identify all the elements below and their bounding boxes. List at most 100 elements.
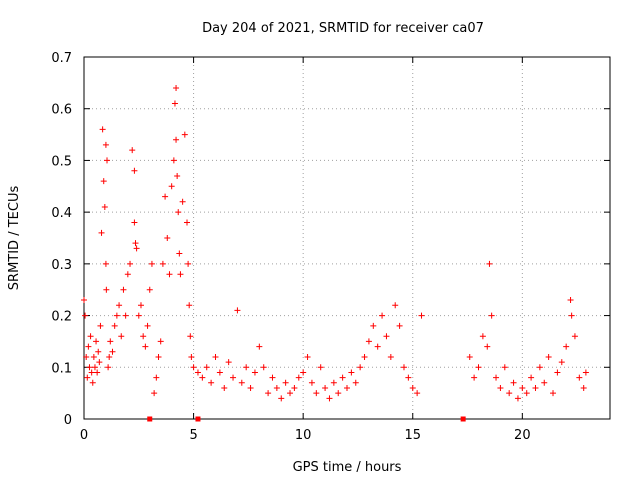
data-point	[528, 374, 535, 381]
data-point	[357, 364, 364, 371]
data-point	[265, 390, 272, 397]
data-point	[140, 333, 147, 340]
data-point	[361, 353, 368, 360]
data-point	[101, 203, 108, 210]
data-point	[550, 390, 557, 397]
x-tick-label: 0	[80, 428, 88, 443]
gap-marker	[460, 416, 466, 422]
data-point	[225, 359, 232, 366]
data-point	[155, 353, 162, 360]
data-point	[506, 390, 513, 397]
data-point	[308, 379, 315, 386]
data-point	[113, 312, 120, 319]
data-point	[97, 322, 104, 329]
data-point	[396, 322, 403, 329]
y-axis-label: SRMTID / TECUs	[7, 186, 22, 291]
data-point	[510, 379, 517, 386]
data-point	[273, 384, 280, 391]
data-point	[251, 369, 258, 376]
data-point	[132, 240, 139, 247]
data-point	[582, 369, 589, 376]
data-point	[330, 379, 337, 386]
data-point	[405, 374, 412, 381]
data-point	[563, 343, 570, 350]
data-point	[339, 374, 346, 381]
data-point	[89, 379, 96, 386]
data-point	[122, 312, 129, 319]
data-point	[269, 374, 276, 381]
data-point	[168, 183, 175, 190]
data-point	[127, 260, 134, 267]
data-point	[176, 250, 183, 257]
data-point	[151, 390, 158, 397]
x-tick-label: 15	[404, 428, 421, 443]
data-point	[567, 297, 574, 304]
data-point	[179, 198, 186, 205]
data-point	[278, 395, 285, 402]
data-point	[104, 157, 111, 164]
data-point	[144, 322, 151, 329]
data-point	[175, 209, 182, 216]
data-point	[102, 141, 109, 148]
data-point	[148, 260, 155, 267]
data-point	[146, 286, 153, 293]
data-point	[221, 384, 228, 391]
data-point	[118, 333, 125, 340]
data-point	[162, 193, 169, 200]
plot-frame	[83, 56, 611, 420]
data-point	[153, 374, 160, 381]
data-point	[414, 390, 421, 397]
data-point	[523, 390, 530, 397]
data-point	[170, 157, 177, 164]
data-point	[238, 379, 245, 386]
data-point	[383, 333, 390, 340]
data-point	[379, 312, 386, 319]
data-point	[216, 369, 223, 376]
data-point	[109, 348, 116, 355]
data-point	[173, 85, 180, 92]
data-point	[95, 348, 102, 355]
data-point	[568, 312, 575, 319]
data-point	[93, 338, 100, 345]
data-point	[466, 353, 473, 360]
data-point	[326, 395, 333, 402]
data-point	[541, 379, 548, 386]
data-point	[256, 343, 263, 350]
data-point	[90, 353, 97, 360]
data-point	[501, 364, 508, 371]
data-point	[106, 353, 113, 360]
data-point	[81, 297, 87, 304]
data-point	[186, 302, 193, 309]
data-point	[159, 260, 166, 267]
x-tick-label: 5	[189, 428, 197, 443]
data-point	[84, 374, 91, 381]
y-tick-label: 0.7	[51, 51, 72, 66]
x-tick-label: 20	[514, 428, 531, 443]
data-point	[82, 312, 89, 319]
data-point	[291, 384, 298, 391]
data-point	[558, 359, 565, 366]
grid	[84, 57, 610, 419]
gap-marker	[195, 416, 201, 422]
data-point	[131, 219, 138, 226]
data-point	[322, 384, 329, 391]
data-point	[409, 384, 416, 391]
data-point	[188, 353, 195, 360]
data-point	[102, 260, 109, 267]
data-point	[344, 384, 350, 391]
data-point	[187, 333, 194, 340]
data-point	[194, 369, 201, 376]
data-point	[83, 353, 90, 360]
y-tick-label: 0.3	[51, 258, 72, 273]
data-point	[479, 333, 486, 340]
data-point	[184, 219, 191, 226]
data-point	[98, 229, 105, 236]
data-point	[260, 364, 267, 371]
data-point	[400, 364, 407, 371]
data-point	[348, 369, 355, 376]
data-point	[107, 338, 114, 345]
data-point	[116, 302, 123, 309]
data-point	[484, 343, 491, 350]
data-point	[475, 364, 482, 371]
data-point	[300, 369, 307, 376]
